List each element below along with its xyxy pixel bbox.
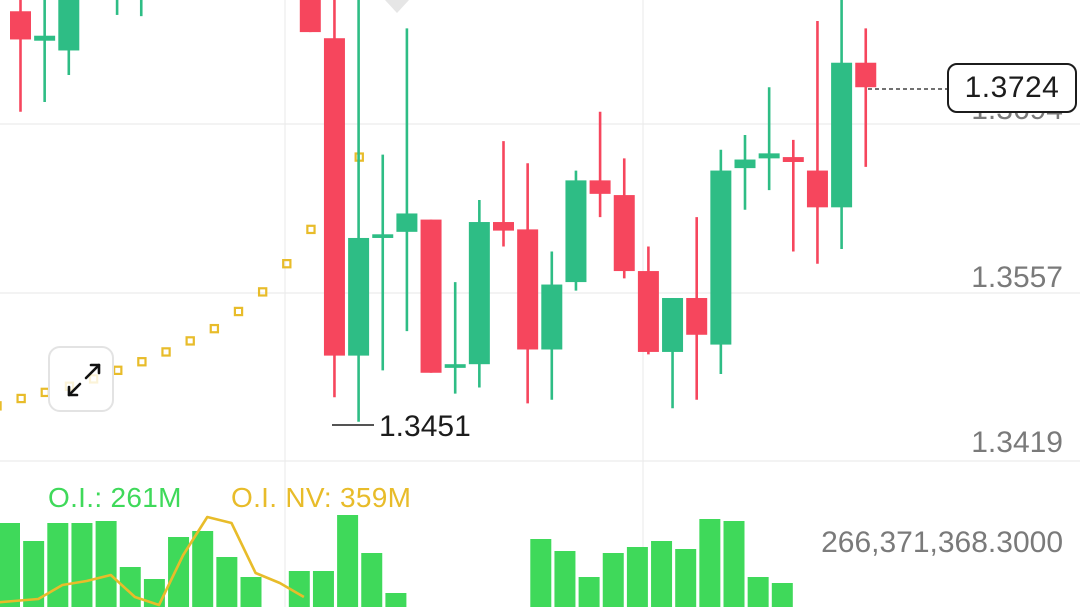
oi-bar [216,557,238,607]
price-tick-label: 1.3557 [971,261,1063,294]
oi-bar [554,551,576,607]
candle-body [686,298,708,335]
candle-body [323,38,345,356]
last-price-value: 1.3724 [964,71,1060,104]
sar-dot [306,224,316,235]
oi-label: O.I.: 261M [48,482,182,513]
oi-bar [240,577,262,607]
sar-dot [16,393,26,404]
oi-bar [699,519,721,607]
candle-body [589,180,611,194]
oi-bar [385,593,407,607]
sar-dot [257,287,268,297]
candle-body [34,35,56,41]
candle-body [10,11,31,40]
oi-bar [771,583,793,607]
candle-body [782,157,804,162]
candle-body [637,271,659,352]
oi-nv-line-path [0,515,305,607]
oi-axis-value: 266,371,368.3000 [821,526,1063,559]
oi-bar [23,541,45,607]
candle-body [444,364,466,368]
candle-body [372,234,394,238]
sar-dot [282,259,292,269]
oi-bar [602,553,624,607]
oi-bar [747,577,769,607]
candle-body [758,153,780,159]
oi-bar [675,549,697,607]
candle-body [420,219,442,373]
oi-bar [312,571,334,607]
candle-body [468,222,490,365]
candle-body [517,229,539,350]
sar-dot [233,306,244,317]
last-price-tag: 1.3724 [947,63,1077,113]
top-marker-icon [385,0,409,13]
candles [10,0,877,422]
candle-body [565,180,587,283]
price-axis: 1.3694 1.3557 1.3419 266,371,368.3000 [821,93,1063,559]
oi-bar [192,531,214,607]
candle-body [662,298,684,352]
candle-body [855,62,877,88]
oi-bar [95,521,117,607]
candle-body [58,0,80,51]
oi-bar [337,515,359,607]
oi-bar [0,523,20,607]
expand-arrows-icon [67,363,101,397]
sar-dot [137,357,147,367]
oi-bar [143,579,165,607]
candle-body [734,159,756,169]
sar-dot [0,401,2,411]
oi-bar [578,577,600,607]
annotations: 1.3451 [332,0,947,443]
oi-bar [651,541,673,607]
price-tick-label: 1.3419 [971,426,1063,459]
candle-body [493,222,514,231]
candle-body [806,170,828,208]
oi-bar [47,523,69,607]
candle-body [710,170,732,345]
oi-bar [530,539,552,607]
sar-dot [185,336,195,346]
sar-dot [113,365,123,376]
oi-bars [0,515,793,607]
oi-bar [626,547,648,607]
oi-nv-line [0,515,305,607]
candle-body [299,0,321,33]
expand-button[interactable] [48,346,114,412]
oi-bar [168,537,190,607]
oi-bar [361,553,383,607]
sar-dot [161,347,171,357]
candle-body [831,62,853,208]
oi-bar [723,521,745,607]
candle-body [541,284,563,350]
oi-bar [288,571,310,607]
oi-bar [71,523,93,607]
candle-body [613,195,635,272]
sar-dot [209,323,220,334]
oi-nv-label: O.I. NV: 359M [231,482,412,513]
low-annotation-label: 1.3451 [379,410,471,443]
candle-body [396,213,418,232]
candle-body [348,237,370,356]
